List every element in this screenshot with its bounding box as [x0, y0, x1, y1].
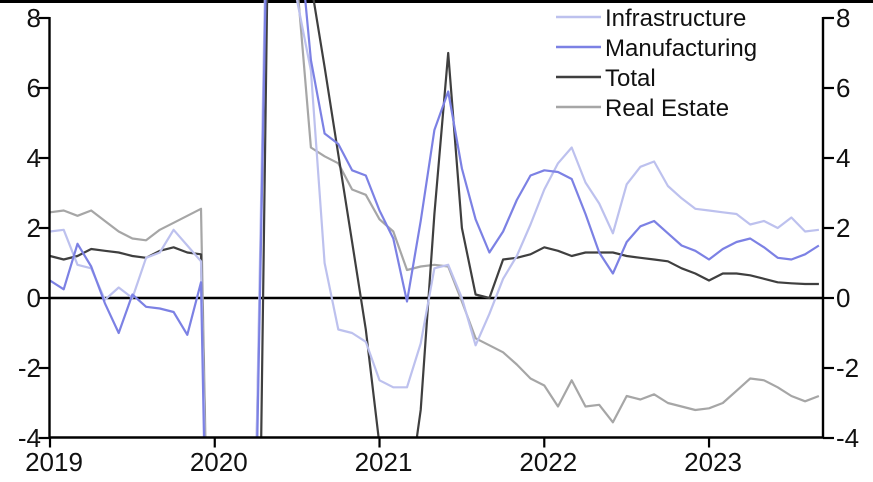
x-axis-label: 2023 [684, 447, 742, 477]
y-axis-label-left: 4 [27, 143, 41, 173]
y-axis-label-right: 6 [836, 73, 850, 103]
y-axis-label-right: 0 [836, 283, 850, 313]
y-axis-label-left: -4 [18, 423, 41, 453]
x-axis-label: 2019 [25, 447, 83, 477]
y-axis-label-right: -4 [836, 423, 859, 453]
y-axis-label-left: 8 [27, 3, 41, 33]
series-line-manufacturing [49, 0, 820, 438]
y-axis-label-left: -2 [18, 353, 41, 383]
series-line-total [49, 0, 819, 438]
x-axis-label: 2020 [190, 447, 248, 477]
legend-label-infrastructure: Infrastructure [605, 5, 746, 32]
x-axis-label: 2021 [355, 447, 413, 477]
x-axis-label: 2022 [519, 447, 577, 477]
y-axis-label-right: 8 [836, 3, 850, 33]
series-line-real-estate [49, 0, 820, 438]
y-axis-label-right: 4 [836, 143, 850, 173]
series-line-infrastructure [49, 0, 820, 438]
y-axis-label-left: 0 [27, 283, 41, 313]
legend-label-total: Total [605, 65, 656, 92]
y-axis-label-right: -2 [836, 353, 859, 383]
y-axis-label-left: 2 [27, 213, 41, 243]
y-axis-label-left: 6 [27, 73, 41, 103]
legend-label-manufacturing: Manufacturing [605, 35, 757, 62]
y-axis-label-right: 2 [836, 213, 850, 243]
legend-label-real-estate: Real Estate [605, 95, 729, 122]
